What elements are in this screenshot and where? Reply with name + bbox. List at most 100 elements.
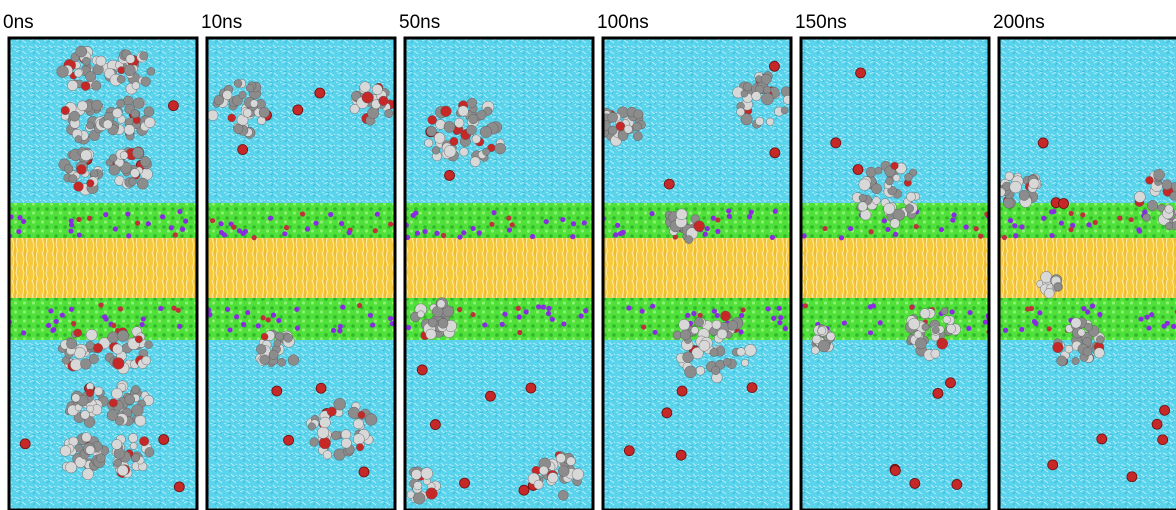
molecule-atom <box>479 125 492 138</box>
phosphate <box>516 314 522 320</box>
molecule-atom <box>743 82 753 92</box>
lipid-tails <box>207 238 395 302</box>
molecule-atom <box>566 456 576 466</box>
phosphate <box>21 330 27 336</box>
phosphate <box>1138 316 1144 322</box>
molecule-atom <box>763 85 772 94</box>
panel-label: 50ns <box>399 12 440 33</box>
phosphate <box>578 313 584 319</box>
ion <box>1047 459 1059 471</box>
phosphate <box>282 231 288 237</box>
molecule-atom <box>119 151 129 160</box>
ion <box>623 445 635 457</box>
phosphate <box>328 211 334 218</box>
phosphate <box>240 321 247 328</box>
molecule-atom <box>811 334 822 345</box>
molecule-atom <box>608 125 618 136</box>
molecule-atom <box>348 406 360 419</box>
phosphate <box>1171 323 1176 330</box>
molecule-atom <box>131 81 140 90</box>
molecule-atom <box>411 469 422 480</box>
panel-frame <box>205 36 397 510</box>
molecule-atom <box>443 121 456 133</box>
molecule-atom <box>1153 169 1165 181</box>
molecule-atom <box>556 22 563 29</box>
phosphate <box>159 214 166 220</box>
molecule-atom <box>424 138 434 148</box>
molecule-atom <box>113 458 122 468</box>
molecule-atom <box>470 156 481 167</box>
phosphate <box>740 307 746 313</box>
phosphate <box>1136 227 1142 233</box>
molecule-atom <box>277 357 286 367</box>
molecule-atom <box>740 113 753 126</box>
molecule-atom <box>134 414 147 427</box>
ion <box>518 484 530 496</box>
phosphate <box>330 327 337 334</box>
molecule-atom <box>259 354 270 365</box>
molecule-atom <box>111 439 123 450</box>
molecule-atom <box>81 432 92 443</box>
phosphate <box>738 329 744 335</box>
molecule-atom <box>86 121 94 130</box>
phosphate <box>967 309 973 316</box>
molecule-atom <box>367 107 380 120</box>
molecule-atom <box>892 174 901 182</box>
molecule-atom <box>940 307 949 315</box>
molecule-atom <box>872 196 881 205</box>
molecule-atom <box>541 12 550 21</box>
molecule-atom <box>378 95 389 106</box>
phosphate <box>388 315 394 322</box>
phosphate <box>710 215 716 221</box>
molecule-atom <box>766 117 775 126</box>
phosphate <box>847 225 854 232</box>
molecule-atom <box>562 4 573 15</box>
molecule-atom <box>711 319 722 330</box>
molecule-atom <box>539 465 549 476</box>
phosphate <box>177 323 183 329</box>
phosphate <box>885 226 891 233</box>
panel-frame <box>7 36 199 510</box>
molecule-atom <box>76 164 87 175</box>
phosphate <box>175 307 181 313</box>
phosphate <box>509 222 515 228</box>
phosphate <box>68 222 75 228</box>
ion <box>746 382 758 393</box>
molecule-atom <box>140 76 151 87</box>
phosphate <box>207 312 213 318</box>
phosphate <box>68 228 74 234</box>
phosphate <box>270 312 277 318</box>
phosphate <box>17 215 23 221</box>
molecule-atom <box>817 326 827 336</box>
molecule-atom <box>117 66 126 75</box>
molecule-atom <box>1142 213 1151 222</box>
phosphate <box>1051 208 1057 215</box>
ion <box>852 164 864 175</box>
lipid-tails <box>603 238 791 302</box>
ion <box>173 481 185 493</box>
molecule-atom <box>623 124 633 134</box>
molecule-atom <box>690 326 699 335</box>
molecule-atom <box>65 461 77 474</box>
molecule-atom <box>116 99 126 108</box>
molecule-atom <box>356 443 364 452</box>
phosphate <box>893 231 899 238</box>
phosphate <box>1097 311 1103 318</box>
molecule-atom <box>684 365 697 379</box>
molecule-atom <box>68 174 78 184</box>
phosphate <box>502 311 508 317</box>
molecule-atom <box>108 164 120 176</box>
snapshot <box>801 38 989 510</box>
molecule-atom <box>744 344 757 357</box>
phosphate <box>838 235 845 241</box>
ion <box>167 100 179 112</box>
molecule-atom <box>91 99 103 111</box>
phosphate <box>938 226 945 233</box>
phosphate <box>1037 310 1043 316</box>
panel-label: 10ns <box>201 12 242 33</box>
molecule-atom <box>112 357 125 370</box>
phosphate <box>769 234 775 241</box>
phosphate <box>560 216 566 223</box>
phosphate <box>639 308 645 314</box>
molecule-atom <box>63 164 74 174</box>
